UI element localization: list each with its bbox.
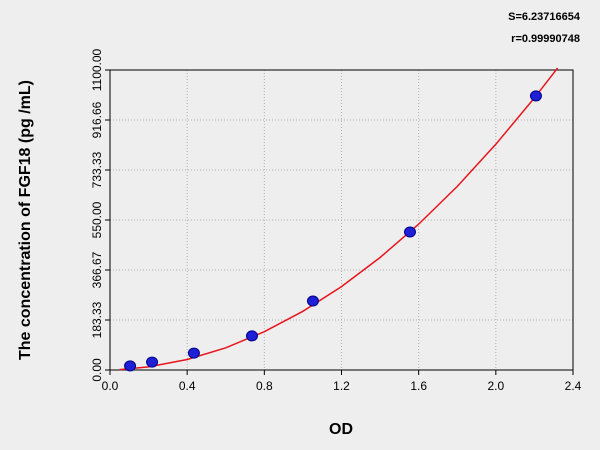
- x-tick-label: 0.0: [102, 379, 119, 393]
- y-tick-label: 550.00: [90, 201, 104, 238]
- data-point: [529, 90, 542, 102]
- y-tick-label: 183.33: [90, 301, 104, 338]
- data-point: [403, 226, 416, 238]
- x-tick-label: 0.8: [256, 379, 273, 393]
- y-tick-label: 916.66: [90, 101, 104, 138]
- x-tick-label: 2.4: [565, 379, 582, 393]
- data-point: [306, 295, 319, 307]
- annotation: r=0.99990748: [511, 33, 580, 45]
- plot-frame: [109, 69, 574, 371]
- x-tick-label: 1.6: [410, 379, 427, 393]
- x-tick-label: 2.0: [487, 379, 504, 393]
- data-point: [146, 356, 159, 368]
- y-tick-label: 0.00: [90, 358, 104, 382]
- x-tick-label: 1.2: [333, 379, 350, 393]
- data-point: [187, 347, 200, 359]
- y-tick-label: 366.67: [90, 251, 104, 288]
- x-tick-label: 0.4: [179, 379, 196, 393]
- y-tick-label: 733.33: [90, 151, 104, 188]
- data-point: [124, 360, 137, 372]
- annotation: S=6.23716654: [508, 11, 581, 23]
- y-tick-label: 1100.00: [90, 48, 104, 91]
- x-axis-label: OD: [329, 421, 353, 438]
- data-point: [245, 330, 258, 342]
- y-axis-label: The concentration of FGF18 (pg /mL): [17, 80, 34, 360]
